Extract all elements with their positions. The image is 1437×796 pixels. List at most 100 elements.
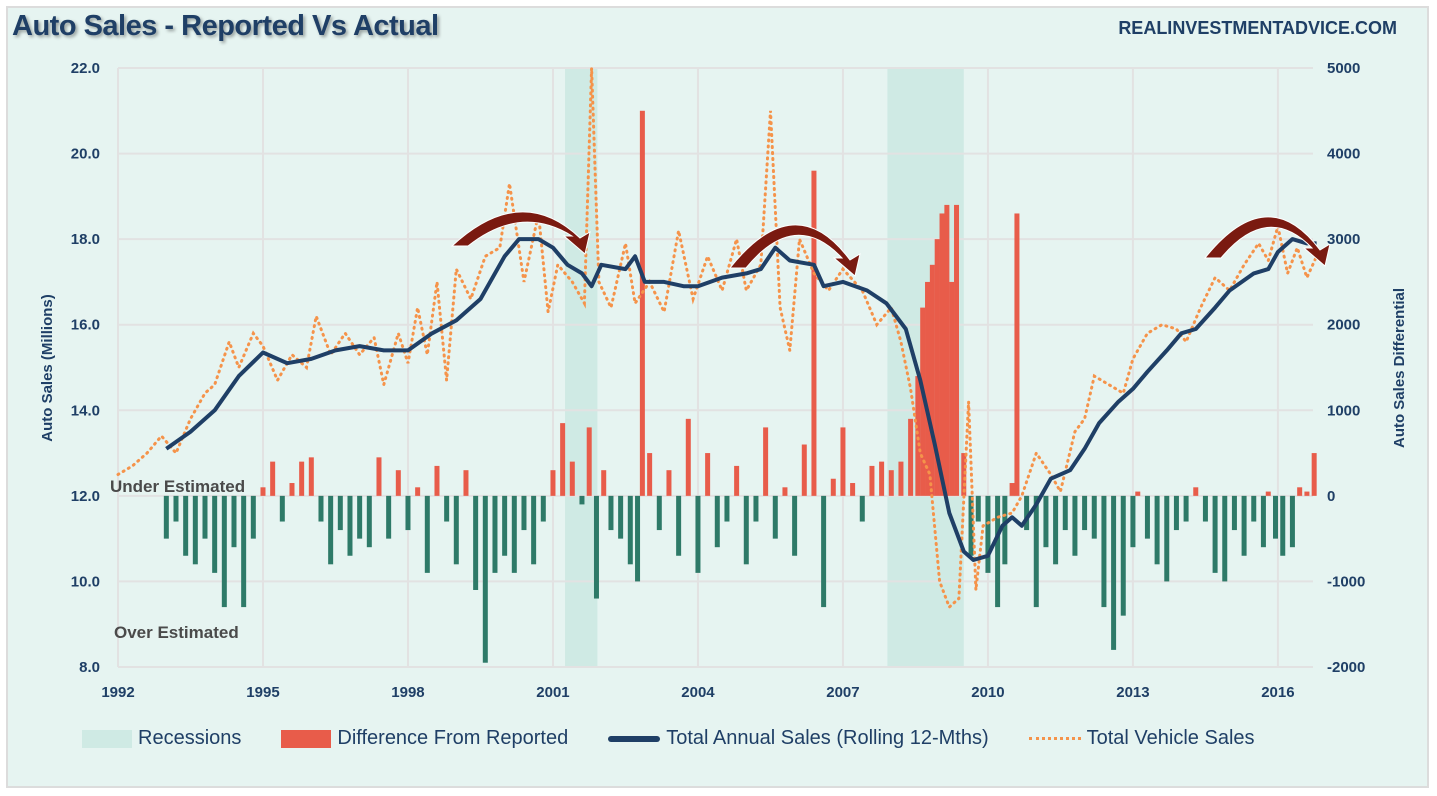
difference-bar bbox=[995, 495, 1001, 608]
difference-bar bbox=[635, 495, 641, 582]
legend-label: Recessions bbox=[138, 727, 242, 749]
difference-bar bbox=[1002, 495, 1008, 565]
difference-bar bbox=[954, 204, 960, 496]
difference-bar bbox=[299, 461, 305, 496]
difference-bar bbox=[279, 495, 285, 522]
difference-bar bbox=[1311, 453, 1317, 496]
y-right-tick-label: 1000 bbox=[1327, 402, 1360, 419]
difference-bar bbox=[550, 470, 556, 496]
difference-bar bbox=[347, 495, 353, 556]
difference-bar bbox=[782, 487, 788, 496]
x-tick-label: 2007 bbox=[826, 684, 859, 701]
difference-bar bbox=[560, 423, 566, 496]
difference-bar bbox=[840, 427, 846, 496]
difference-bar bbox=[1273, 495, 1279, 539]
difference-bar bbox=[376, 457, 382, 496]
difference-bar bbox=[424, 495, 430, 573]
curved-arrow-icon bbox=[450, 211, 591, 255]
difference-bar bbox=[929, 264, 935, 496]
legend-swatch-difference bbox=[281, 729, 332, 748]
difference-bar bbox=[1251, 495, 1257, 522]
difference-bar bbox=[1111, 495, 1117, 650]
difference-bar bbox=[1120, 495, 1126, 616]
difference-bar bbox=[192, 495, 198, 565]
difference-bar bbox=[1265, 491, 1271, 496]
difference-bar bbox=[1082, 495, 1088, 531]
under-estimated-label: Under Estimated bbox=[110, 477, 245, 496]
legend: Recessions Difference From Reported Tota… bbox=[82, 727, 1295, 750]
legend-swatch-recessions bbox=[82, 729, 132, 748]
difference-bar bbox=[231, 495, 237, 548]
difference-bar bbox=[763, 427, 769, 496]
x-tick-label: 2010 bbox=[971, 684, 1004, 701]
difference-bar bbox=[1193, 487, 1199, 496]
difference-bar bbox=[618, 495, 624, 539]
over-estimated-label: Over Estimated bbox=[114, 623, 239, 642]
difference-bar bbox=[444, 495, 450, 522]
difference-bar bbox=[1241, 495, 1247, 556]
y-right-tick-label: -2000 bbox=[1327, 659, 1365, 676]
curved-arrow-icon bbox=[1203, 216, 1331, 267]
y-right-tick-label: 3000 bbox=[1327, 231, 1360, 248]
difference-bar bbox=[366, 495, 372, 548]
difference-bar bbox=[666, 470, 672, 496]
difference-bar bbox=[685, 418, 691, 496]
difference-bar bbox=[395, 470, 401, 496]
difference-bar bbox=[1091, 495, 1097, 539]
x-tick-label: 2004 bbox=[681, 684, 715, 701]
difference-bar bbox=[328, 495, 334, 565]
y-axis-right-label: Auto Sales Differential bbox=[1391, 288, 1408, 448]
difference-bar bbox=[724, 495, 730, 522]
difference-bar bbox=[627, 495, 633, 565]
difference-bar bbox=[753, 495, 759, 522]
legend-label: Total Annual Sales (Rolling 12-Mths) bbox=[666, 727, 989, 749]
watermark: REALINVESTMENTADVICE.COM bbox=[1118, 18, 1397, 38]
difference-bar bbox=[1297, 487, 1303, 496]
difference-bar bbox=[173, 495, 179, 522]
y-left-tick-label: 14.0 bbox=[71, 402, 100, 419]
difference-bar bbox=[502, 495, 508, 556]
legend-difference: Difference From Reported bbox=[281, 727, 568, 750]
difference-bar bbox=[1053, 495, 1059, 565]
difference-bar bbox=[975, 495, 981, 522]
x-tick-label: 2001 bbox=[536, 684, 569, 701]
difference-bar bbox=[586, 427, 592, 496]
legend-rolling: Total Annual Sales (Rolling 12-Mths) bbox=[608, 727, 989, 750]
difference-bar bbox=[859, 495, 865, 522]
y-left-tick-label: 20.0 bbox=[71, 146, 100, 163]
difference-bar bbox=[463, 470, 469, 496]
total-vehicle-sales-line bbox=[116, 67, 1319, 610]
difference-bar bbox=[511, 495, 517, 573]
difference-bar bbox=[1014, 213, 1020, 496]
difference-bar bbox=[1231, 495, 1237, 531]
difference-bar bbox=[492, 495, 498, 573]
difference-bar bbox=[1062, 495, 1068, 531]
difference-bar bbox=[270, 461, 276, 496]
difference-bar bbox=[639, 110, 645, 496]
y-left-tick-label: 16.0 bbox=[71, 317, 100, 334]
difference-bar bbox=[434, 465, 440, 496]
difference-bar bbox=[241, 495, 247, 608]
difference-bar bbox=[531, 495, 537, 565]
difference-bar bbox=[1289, 495, 1295, 548]
difference-bar bbox=[593, 495, 599, 599]
difference-bar bbox=[830, 478, 836, 496]
difference-bar bbox=[1144, 495, 1150, 539]
difference-bar bbox=[898, 461, 904, 496]
difference-bar bbox=[1260, 495, 1266, 548]
difference-bar bbox=[1024, 495, 1030, 531]
difference-bar bbox=[540, 495, 546, 522]
y-right-tick-label: -1000 bbox=[1327, 573, 1365, 590]
difference-bar bbox=[705, 453, 711, 496]
difference-bar bbox=[482, 495, 488, 663]
difference-bar bbox=[949, 281, 955, 496]
difference-bar bbox=[1202, 495, 1208, 522]
difference-bar bbox=[939, 213, 945, 496]
x-tick-label: 2013 bbox=[1116, 684, 1149, 701]
difference-bar bbox=[163, 495, 169, 539]
x-tick-label: 1998 bbox=[391, 684, 424, 701]
difference-bar bbox=[915, 376, 921, 496]
difference-bar bbox=[961, 453, 967, 496]
difference-bar bbox=[289, 483, 295, 496]
legend-swatch-rolling bbox=[608, 735, 661, 742]
